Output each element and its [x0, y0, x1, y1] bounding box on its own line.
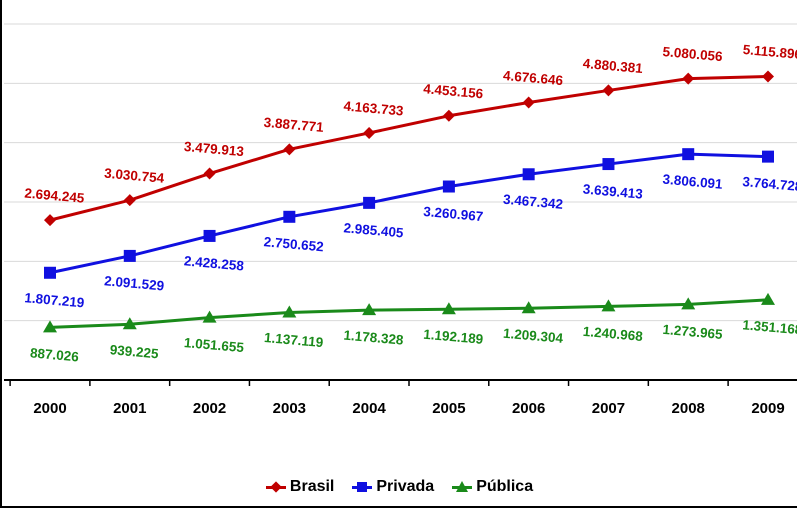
- data-point-square[interactable]: [442, 180, 455, 193]
- data-point-diamond[interactable]: [442, 109, 455, 122]
- data-point-diamond[interactable]: [522, 96, 535, 109]
- data-point-triangle[interactable]: [43, 320, 57, 333]
- x-tick-label: 2005: [432, 400, 465, 417]
- data-label: 2.428.258: [183, 253, 245, 273]
- data-label: 1.192.189: [423, 327, 484, 347]
- data-point-triangle[interactable]: [681, 297, 696, 310]
- data-point-triangle[interactable]: [761, 292, 775, 305]
- data-point-diamond[interactable]: [44, 214, 56, 227]
- x-axis: 2000 2001 2002 2003 2004 2005 2006 2007 2008 2009: [4, 379, 797, 417]
- data-label: 3.887.771: [263, 115, 325, 135]
- data-point-diamond[interactable]: [602, 84, 615, 97]
- legend-triangle-icon: [452, 481, 473, 493]
- data-label: 1.240.968: [582, 324, 644, 344]
- data-label: 2.985.405: [343, 220, 405, 240]
- legend-label-privada: Privada: [376, 478, 435, 495]
- data-label: 1.807.219: [24, 290, 85, 310]
- data-labels: 2.694.245 3.030.754 3.479.913 3.887.771 4.16…: [24, 42, 797, 365]
- data-label: 1.351.168: [742, 317, 797, 337]
- legend-square-icon: [352, 481, 373, 493]
- data-label: 887.026: [29, 345, 79, 364]
- data-label: 1.137.119: [264, 330, 324, 350]
- data-label: 1.273.965: [662, 322, 724, 342]
- data-label: 3.030.754: [104, 166, 166, 186]
- data-label: 5.115.896: [742, 42, 797, 62]
- x-tick-label: 2009: [751, 400, 784, 417]
- x-tick-label: 2002: [193, 400, 226, 417]
- data-point-diamond[interactable]: [762, 70, 774, 83]
- data-label: 2.091.529: [104, 273, 165, 293]
- legend-item-brasil[interactable]: Brasil: [265, 478, 335, 496]
- data-label: 3.764.728: [742, 174, 797, 194]
- data-label: 2.750.652: [263, 234, 324, 254]
- data-label: 1.051.655: [183, 335, 245, 355]
- x-tick-label: 2007: [592, 400, 625, 417]
- data-point-square[interactable]: [602, 158, 615, 171]
- data-label: 4.676.646: [502, 68, 564, 88]
- legend: Brasil Privada Pública: [2, 478, 797, 496]
- series-group: [43, 70, 775, 333]
- data-point-square[interactable]: [762, 150, 774, 163]
- data-point-diamond[interactable]: [682, 72, 695, 85]
- data-label: 3.806.091: [662, 172, 724, 192]
- x-tick-label: 2000: [33, 400, 66, 417]
- series-privada: [44, 148, 774, 279]
- legend-label-publica: Pública: [476, 478, 534, 495]
- data-label: 1.178.328: [343, 328, 405, 348]
- data-label: 1.209.304: [502, 326, 564, 346]
- x-tick-label: 2006: [512, 400, 545, 417]
- series-line: [49, 74, 769, 222]
- data-point-square[interactable]: [363, 196, 376, 209]
- data-label: 4.880.381: [582, 56, 644, 76]
- legend-item-privada[interactable]: Privada: [352, 478, 434, 496]
- data-point-diamond[interactable]: [283, 143, 296, 156]
- x-tick-label: 2003: [273, 400, 306, 417]
- gridlines: [4, 23, 797, 322]
- data-label: 2.694.245: [24, 186, 86, 206]
- series-line: [49, 152, 769, 275]
- data-label: 5.080.056: [662, 44, 724, 64]
- series-line: [49, 298, 769, 329]
- data-point-triangle[interactable]: [122, 317, 137, 330]
- data-point-diamond[interactable]: [203, 167, 216, 180]
- data-point-triangle[interactable]: [601, 299, 616, 312]
- data-point-triangle[interactable]: [202, 310, 217, 323]
- data-point-square[interactable]: [522, 168, 535, 181]
- legend-diamond-icon: [265, 481, 286, 493]
- legend-label-brasil: Brasil: [289, 478, 335, 495]
- legend-item-publica[interactable]: Pública: [452, 478, 533, 496]
- data-point-triangle[interactable]: [521, 301, 536, 314]
- x-tick-label: 2008: [672, 400, 705, 417]
- data-label: 4.453.156: [423, 81, 485, 101]
- data-label: 3.479.913: [183, 139, 245, 159]
- data-point-diamond[interactable]: [123, 194, 136, 207]
- data-point-square[interactable]: [123, 249, 136, 262]
- data-point-square[interactable]: [44, 266, 56, 279]
- series-brasil: [44, 70, 774, 227]
- data-label: 3.260.967: [423, 204, 484, 224]
- data-point-square[interactable]: [283, 210, 296, 223]
- data-point-diamond[interactable]: [363, 126, 376, 139]
- data-point-triangle[interactable]: [282, 305, 297, 318]
- data-point-square[interactable]: [203, 229, 216, 242]
- data-point-square[interactable]: [682, 148, 695, 161]
- data-point-triangle[interactable]: [441, 302, 456, 315]
- data-label: 3.639.413: [582, 181, 644, 201]
- x-tick-label: 2001: [113, 400, 146, 417]
- series-pública: [43, 292, 775, 333]
- x-tick-label: 2004: [352, 400, 386, 417]
- data-label: 939.225: [109, 342, 159, 361]
- data-label: 4.163.733: [343, 98, 405, 118]
- data-label: 3.467.342: [502, 192, 563, 212]
- data-point-triangle[interactable]: [362, 303, 377, 316]
